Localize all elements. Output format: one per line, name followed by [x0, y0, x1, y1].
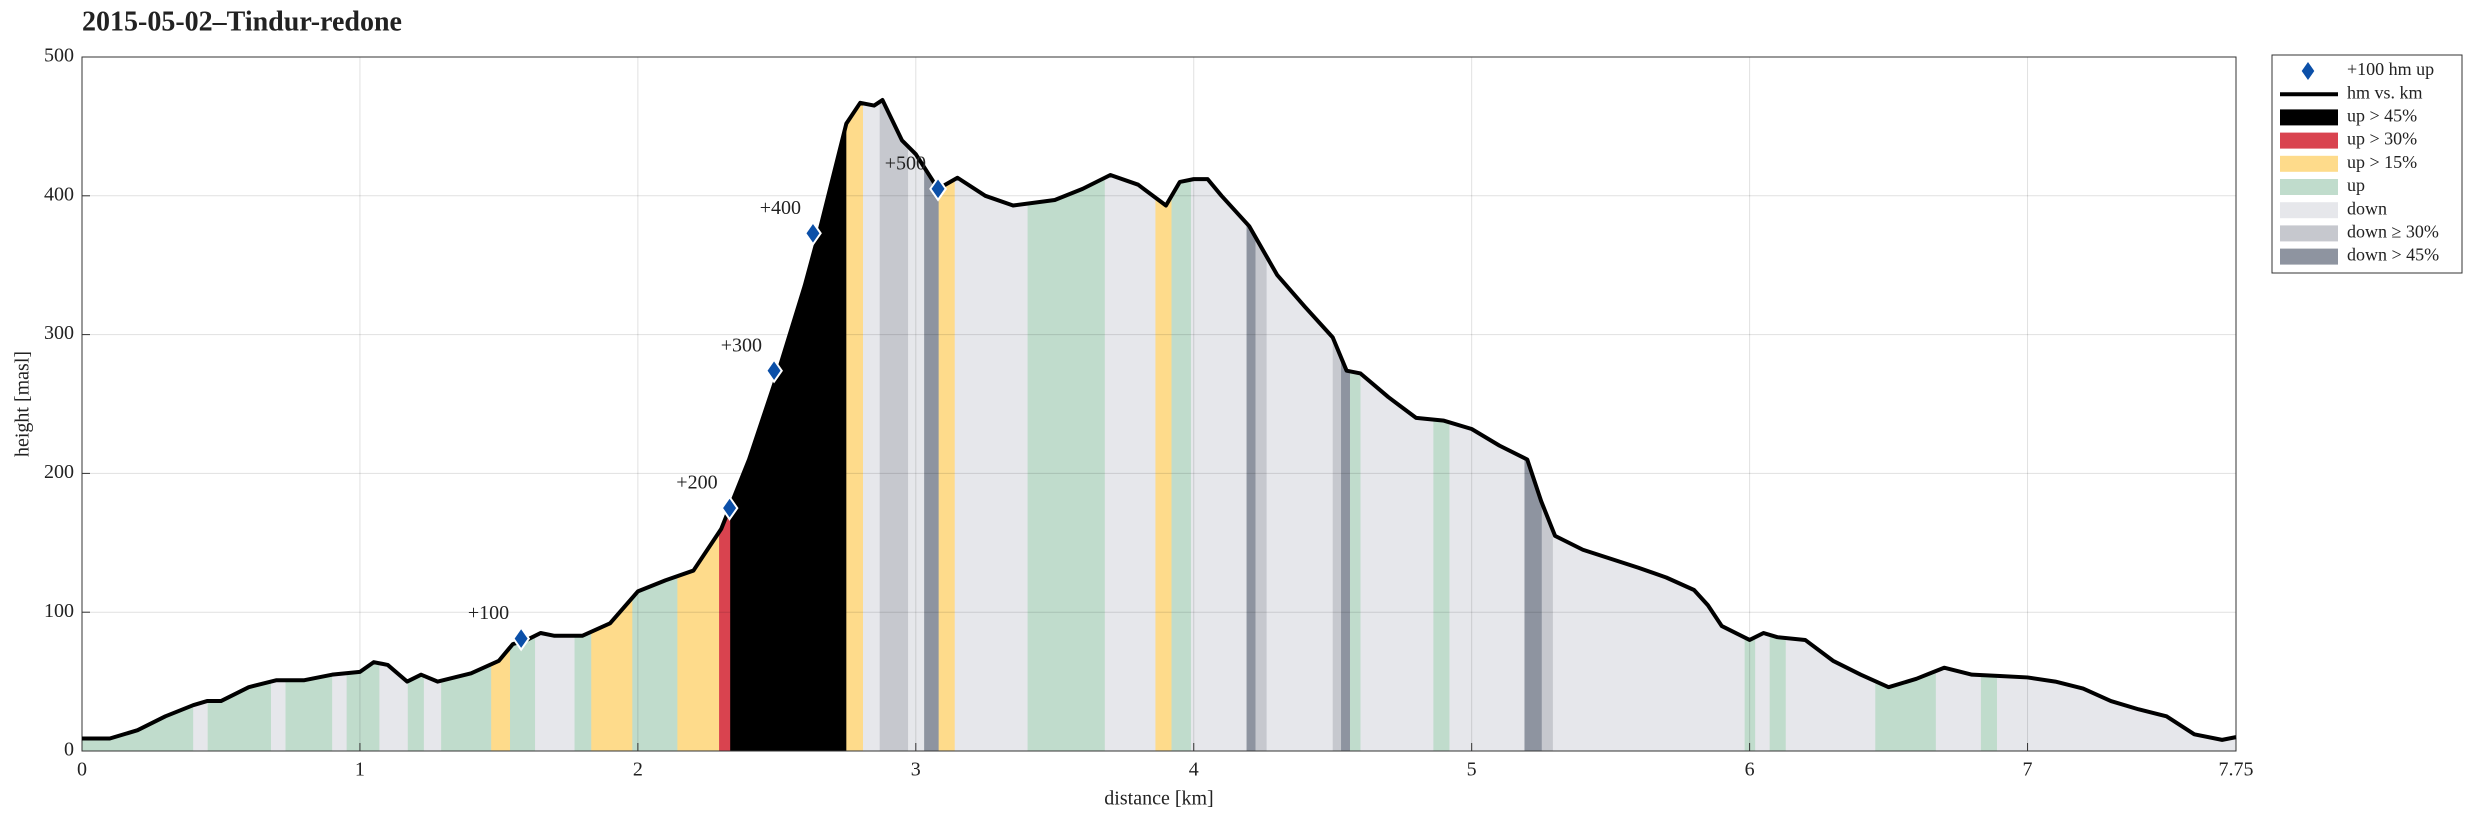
band: [729, 100, 847, 751]
band: [270, 100, 286, 751]
band: [1935, 100, 1981, 751]
y-axis-label: height [masl]: [12, 351, 34, 457]
marker: [765, 357, 783, 384]
legend-label: up > 30%: [2347, 129, 2417, 149]
band: [423, 100, 442, 751]
band: [1104, 100, 1156, 751]
legend-swatch: [2280, 248, 2338, 265]
band: [490, 100, 511, 751]
legend-label: down: [2347, 198, 2387, 218]
x-tick-label: 7: [2023, 759, 2033, 781]
marker-label: +200: [676, 472, 717, 494]
band: [718, 100, 731, 751]
y-tick-label: 500: [44, 45, 74, 67]
band: [1341, 100, 1350, 751]
band: [1332, 100, 1342, 751]
legend-label: up > 15%: [2347, 152, 2417, 172]
x-tick-label: 0: [77, 759, 87, 781]
band: [1266, 100, 1334, 751]
band: [1996, 100, 2236, 751]
legend-label: down ≥ 30%: [2347, 222, 2439, 242]
band: [924, 100, 939, 751]
band: [284, 100, 333, 751]
band: [535, 100, 575, 751]
band: [1552, 100, 1745, 751]
y-tick-label: 0: [64, 739, 74, 761]
band: [82, 100, 194, 751]
legend-label: up: [2347, 175, 2365, 195]
band: [573, 100, 592, 751]
band: [1769, 100, 1787, 751]
legend-swatch: [2280, 202, 2338, 219]
y-tick-label: 300: [44, 322, 74, 344]
x-tick-label: 3: [911, 759, 921, 781]
band: [1171, 100, 1192, 751]
x-tick-label: 2: [633, 759, 643, 781]
band: [1254, 100, 1267, 751]
band: [379, 100, 408, 751]
legend-swatch: [2280, 155, 2338, 172]
y-tick-label: 100: [44, 600, 74, 622]
profile-line: [82, 98, 2237, 742]
x-tick-label: 4: [1189, 759, 1199, 781]
band: [1432, 100, 1451, 751]
y-tick-label: 200: [44, 461, 74, 483]
legend-marker: [2301, 62, 2315, 80]
band: [879, 100, 909, 751]
band: [1980, 100, 1998, 751]
legend-swatch: [2280, 225, 2338, 242]
marker: [929, 176, 947, 202]
band: [1449, 100, 1526, 751]
band: [1755, 100, 1770, 751]
bands: [82, 100, 2236, 751]
legend-label: +100 hm up: [2347, 59, 2434, 79]
band: [862, 100, 881, 751]
band: [1541, 100, 1553, 751]
marker-label: +500: [885, 152, 926, 174]
legend-swatch: [2280, 179, 2338, 195]
band: [846, 100, 864, 751]
x-tick-label: 6: [1745, 759, 1755, 781]
legend-label: down > 45%: [2347, 245, 2439, 265]
x-tick-label: 7.75: [2219, 759, 2254, 781]
band: [590, 100, 633, 751]
marker-label: +300: [721, 334, 762, 356]
x-tick-label: 5: [1467, 759, 1477, 781]
x-tick-label: 1: [355, 759, 365, 781]
band: [1874, 100, 1937, 751]
band: [1154, 100, 1173, 751]
band: [1246, 100, 1256, 751]
legend-label: up > 45%: [2347, 106, 2417, 126]
band: [207, 100, 272, 751]
band: [954, 100, 1028, 751]
band: [193, 100, 208, 751]
band: [632, 100, 678, 751]
band: [1349, 100, 1362, 751]
band: [1190, 100, 1248, 751]
band: [938, 100, 956, 751]
plot-frame: [81, 56, 2237, 752]
band: [1524, 100, 1542, 751]
x-axis-label: distance [km]: [1104, 788, 1213, 810]
band: [1026, 100, 1106, 751]
band: [440, 100, 492, 751]
marker: [512, 625, 531, 652]
legend-swatch: [2280, 132, 2338, 149]
band: [407, 100, 425, 751]
legend-swatch: [2280, 109, 2338, 126]
marker: [804, 220, 822, 247]
y-tick-label: 400: [44, 183, 74, 205]
legend-label: hm vs. km: [2347, 82, 2423, 102]
marker: [720, 495, 739, 521]
marker-label: +400: [760, 197, 801, 219]
chart-title: 2015-05-02–Tindur-redone: [82, 6, 402, 37]
marker-label: +100: [468, 602, 509, 624]
band: [676, 100, 720, 751]
band: [346, 100, 380, 751]
band: [1785, 100, 1876, 751]
band: [907, 100, 925, 751]
band: [332, 100, 347, 751]
